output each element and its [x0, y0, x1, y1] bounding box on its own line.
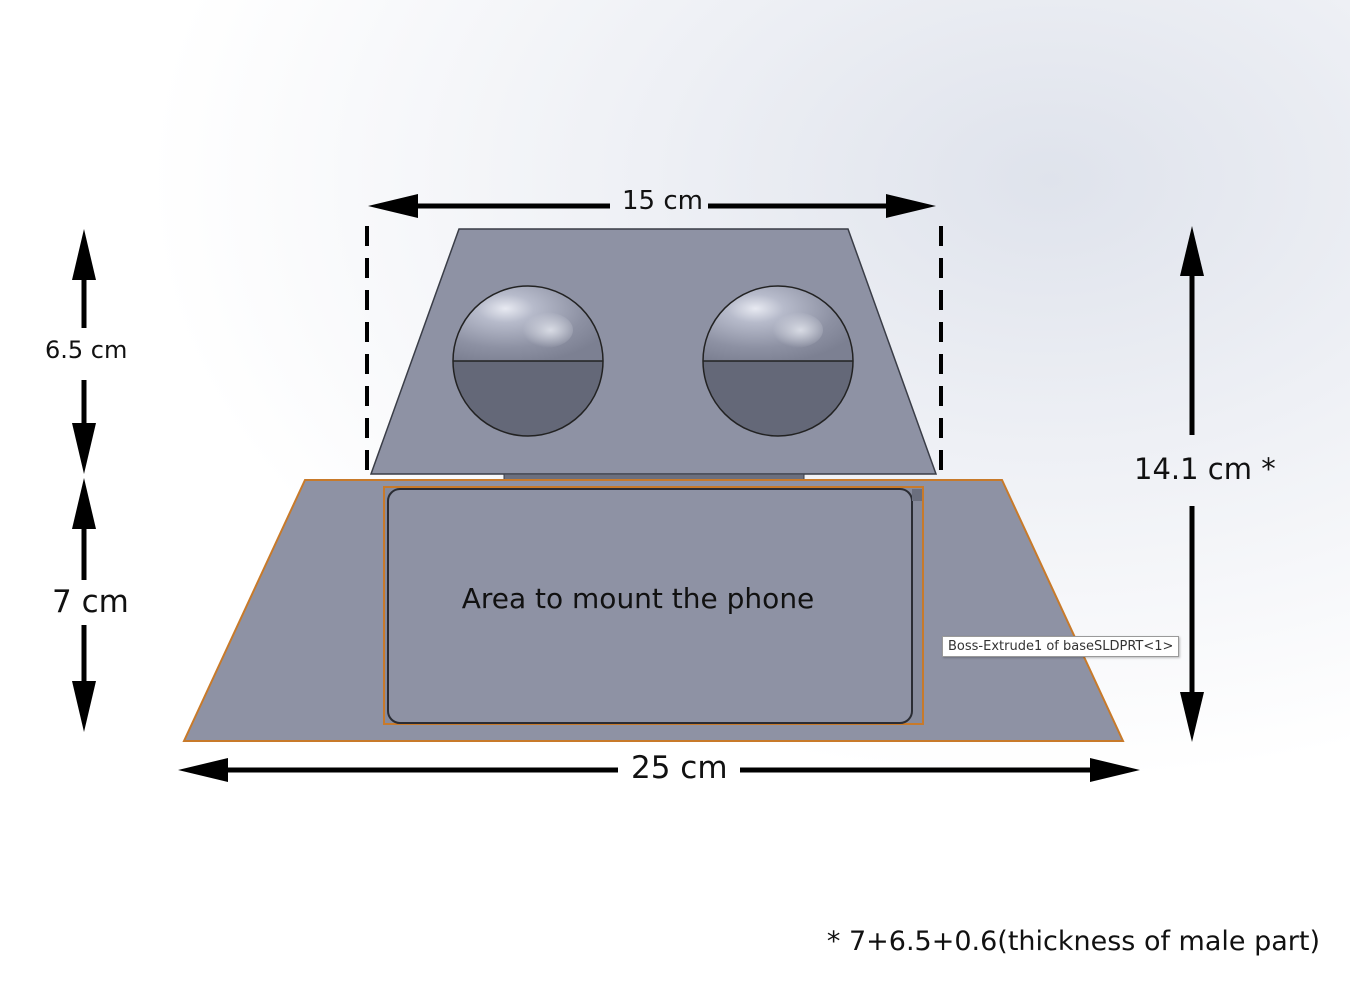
dim-label-15cm: 15 cm	[622, 186, 703, 216]
dim-arrow-7cm	[72, 478, 96, 732]
arrow-down-icon	[72, 423, 96, 474]
feature-tooltip: Boss-Extrude1 of baseSLDPRT<1>	[942, 636, 1180, 657]
arrow-up-icon	[72, 229, 96, 280]
dim-arrow-14-1cm	[1180, 226, 1204, 742]
arrow-down-icon	[72, 681, 96, 732]
phone-area-label: Area to mount the phone	[461, 582, 815, 615]
footnote: * 7+6.5+0.6(thickness of male part)	[826, 926, 1320, 957]
dim-label-14-1cm: 14.1 cm *	[1134, 452, 1276, 486]
dim-arrow-6-5cm	[72, 229, 96, 474]
arrow-left-icon	[178, 758, 228, 782]
phone-pocket[interactable]	[387, 488, 913, 724]
dim-label-6-5cm: 6.5 cm	[45, 336, 128, 364]
dim-label-7cm: 7 cm	[52, 584, 129, 620]
dim-label-25cm: 25 cm	[631, 750, 728, 786]
arrow-up-icon	[72, 478, 96, 529]
dim-arrow-15cm	[368, 194, 936, 218]
arrow-right-icon	[1090, 758, 1140, 782]
dim-arrow-25cm	[178, 758, 1140, 782]
right-sphere[interactable]	[702, 285, 854, 437]
left-sphere[interactable]	[452, 285, 604, 437]
arrow-down-icon	[1180, 692, 1204, 742]
arrow-right-icon	[886, 194, 936, 218]
pocket-step	[912, 489, 922, 501]
arrow-left-icon	[368, 194, 418, 218]
arrow-up-icon	[1180, 226, 1204, 276]
